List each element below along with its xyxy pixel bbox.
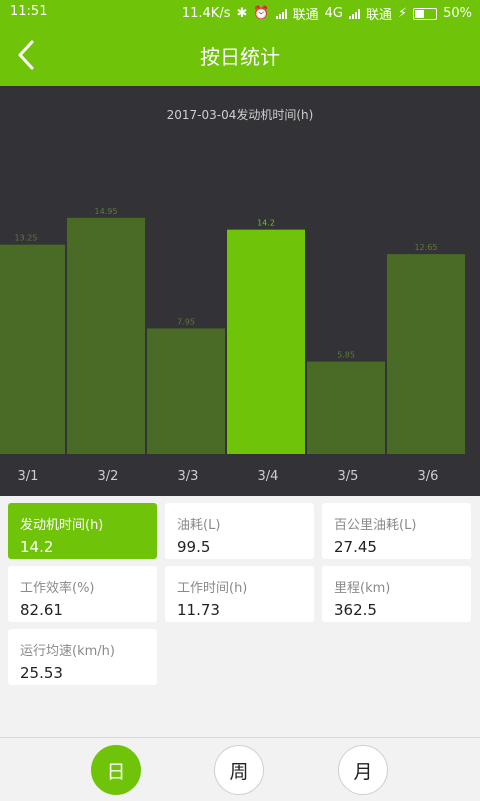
bar-3/3[interactable] xyxy=(147,328,225,454)
period-month-button[interactable]: 月 xyxy=(338,745,388,795)
metric-value: 25.53 xyxy=(20,664,63,682)
metric-label: 百公里油耗(L) xyxy=(334,518,417,533)
chevron-left-icon xyxy=(18,40,34,70)
metric-label: 运行均速(km/h) xyxy=(20,644,115,659)
x-axis-tick-label: 3/1 xyxy=(18,469,39,484)
signal-icon-2 xyxy=(348,8,360,19)
bar-3/6[interactable] xyxy=(387,254,465,454)
bar-value-label: 13.25 xyxy=(15,234,38,243)
metric-card-fuel-per-100km[interactable]: 百公里油耗(L) 27.45 xyxy=(322,503,471,559)
period-day-button[interactable]: 日 xyxy=(91,745,141,795)
chart-panel: 2017-03-04发动机时间(h) 13.25 3/1 14.95 3/2 7.95 3… xyxy=(0,86,480,496)
battery-icon xyxy=(413,7,438,20)
metric-value: 14.2 xyxy=(20,538,54,556)
status-time: 11:51 xyxy=(10,4,48,19)
title-bar: 按日统计 xyxy=(0,24,480,86)
x-axis-tick-label: 3/4 xyxy=(258,469,279,484)
metric-label: 发动机时间(h) xyxy=(20,518,104,533)
bar-3/2[interactable] xyxy=(67,217,145,454)
bar-value-label: 7.95 xyxy=(177,317,195,326)
bar-3/4[interactable] xyxy=(227,229,305,454)
bar-value-label: 5.85 xyxy=(337,351,355,360)
metric-card-efficiency[interactable]: 工作效率(%) 82.61 xyxy=(8,566,157,622)
metric-value: 362.5 xyxy=(334,601,377,619)
battery-percent: 50% xyxy=(443,6,472,21)
x-axis-tick-label: 3/5 xyxy=(338,469,359,484)
bar-chart: 13.25 3/1 14.95 3/2 7.95 3/3 14.2 3/4 5.85 3/5 12.… xyxy=(0,207,465,484)
alarm-icon: ⏰ xyxy=(253,6,270,21)
metric-value: 27.45 xyxy=(334,538,377,556)
period-week-button[interactable]: 周 xyxy=(214,745,264,795)
carrier-2: 联通 xyxy=(365,8,392,23)
back-button[interactable] xyxy=(14,38,42,72)
status-indicators: 11.4K/s ✱ ⏰ 联通 4G 联通 ⚡ 50% xyxy=(182,4,472,23)
bar-value-label: 14.2 xyxy=(257,219,275,228)
chart-title: 2017-03-04发动机时间(h) xyxy=(166,108,314,122)
metric-card-avg-speed[interactable]: 运行均速(km/h) 25.53 xyxy=(8,629,157,685)
status-bar: 11:51 11.4K/s ✱ ⏰ 联通 4G 联通 ⚡ 50% xyxy=(0,0,480,24)
metric-label: 工作效率(%) xyxy=(20,581,95,596)
carrier-1: 联通 xyxy=(292,8,319,23)
metric-value: 82.61 xyxy=(20,601,63,619)
metric-card-work-time[interactable]: 工作时间(h) 11.73 xyxy=(165,566,314,622)
bar-3/5[interactable] xyxy=(307,361,385,454)
metric-label: 工作时间(h) xyxy=(177,581,248,596)
x-axis-tick-label: 3/2 xyxy=(98,469,119,484)
x-axis-tick-label: 3/3 xyxy=(178,469,199,484)
network-speed: 11.4K/s xyxy=(181,6,231,21)
metric-value: 99.5 xyxy=(177,538,211,556)
page-title: 按日统计 xyxy=(200,45,280,69)
metric-value: 11.73 xyxy=(177,601,220,619)
metric-card-engine-time[interactable]: 发动机时间(h) 14.2 xyxy=(8,503,157,559)
period-selector: 日 周 月 xyxy=(0,737,480,801)
bar-value-label: 14.95 xyxy=(95,207,118,216)
metric-card-fuel[interactable]: 油耗(L) 99.5 xyxy=(165,503,314,559)
charging-icon: ⚡ xyxy=(397,6,408,21)
bluetooth-icon: ✱ xyxy=(236,6,248,21)
metric-label: 里程(km) xyxy=(334,581,391,596)
metric-cards: 发动机时间(h) 14.2 油耗(L) 99.5 百公里油耗(L) 27.45 … xyxy=(8,503,472,687)
x-axis-tick-label: 3/6 xyxy=(418,469,439,484)
bar-value-label: 12.65 xyxy=(415,243,438,252)
metric-label: 油耗(L) xyxy=(177,518,221,533)
network-type: 4G xyxy=(324,6,343,21)
metric-card-mileage[interactable]: 里程(km) 362.5 xyxy=(322,566,471,622)
bar-3/1[interactable] xyxy=(0,244,65,454)
signal-icon xyxy=(275,8,287,19)
